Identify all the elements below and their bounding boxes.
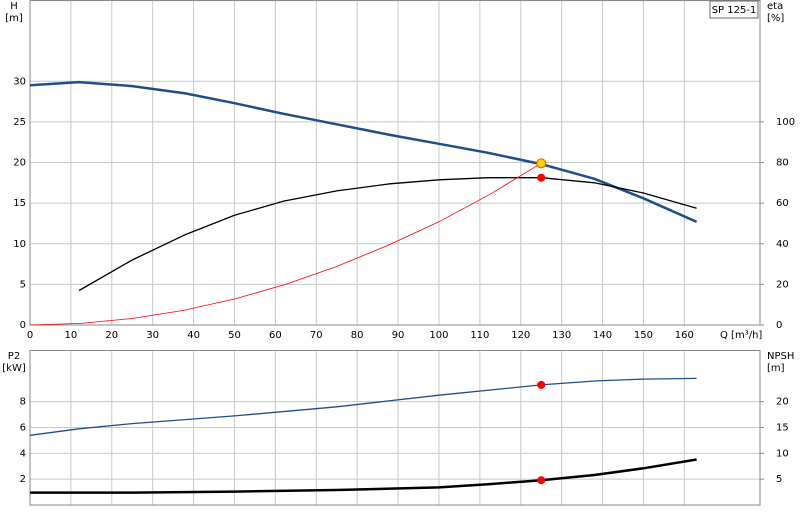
y-tick-label: 6 — [20, 423, 26, 434]
y2-axis-unit: [m] — [767, 363, 785, 374]
x-tick-label: 110 — [470, 330, 489, 341]
y2-tick-label: 5 — [776, 474, 782, 485]
y2-axis-unit: [%] — [767, 13, 784, 24]
y-tick-label: 4 — [20, 448, 26, 459]
y-tick-label: 25 — [13, 117, 26, 128]
x-tick-label: 140 — [593, 330, 612, 341]
curve — [29, 80, 698, 223]
label-box-text: SP 125-1 — [712, 5, 757, 16]
curve — [29, 162, 542, 326]
duty-point — [537, 380, 546, 389]
x-tick-label: 150 — [634, 330, 653, 341]
curve — [30, 458, 697, 494]
x-tick-label: 160 — [675, 330, 694, 341]
x-tick-label: 60 — [269, 330, 282, 341]
y2-tick-label: 0 — [776, 320, 782, 331]
y-tick-label: 5 — [20, 279, 26, 290]
x-tick-label: 90 — [392, 330, 405, 341]
curve — [78, 177, 697, 292]
duty-point — [537, 476, 546, 485]
y-tick-label: 8 — [20, 397, 26, 408]
x-tick-label: 80 — [351, 330, 364, 341]
y2-tick-label: 20 — [776, 397, 789, 408]
y2-tick-label: 15 — [776, 423, 789, 434]
x-tick-label: 50 — [228, 330, 241, 341]
x-tick-label: 30 — [146, 330, 159, 341]
x-tick-label: 20 — [105, 330, 118, 341]
y2-tick-label: 80 — [776, 158, 789, 169]
y-tick-label: 20 — [13, 158, 26, 169]
y-axis-title: P2 — [8, 351, 20, 362]
y-tick-label: 10 — [13, 239, 26, 250]
x-tick-label: 130 — [552, 330, 571, 341]
y-tick-label: 30 — [13, 76, 26, 87]
y-axis-unit: [m] — [5, 13, 23, 24]
y-tick-label: 0 — [20, 320, 26, 331]
plot-frame — [29, 350, 761, 506]
duty-point — [537, 173, 546, 182]
x-tick-label: 70 — [310, 330, 323, 341]
y-tick-label: 15 — [13, 198, 26, 209]
x-axis-title: Q [m³/h] — [720, 330, 762, 341]
y2-tick-label: 100 — [776, 117, 795, 128]
y2-tick-label: 10 — [776, 448, 789, 459]
y-tick-label: 2 — [20, 474, 26, 485]
y2-axis-title: NPSH — [767, 351, 794, 362]
x-tick-label: 10 — [65, 330, 78, 341]
curve — [29, 377, 697, 436]
x-tick-label: 0 — [27, 330, 33, 341]
y2-tick-label: 60 — [776, 198, 789, 209]
plot-frame — [29, 0, 761, 326]
y2-tick-label: 20 — [776, 279, 789, 290]
label-box — [709, 0, 759, 19]
y-axis-title: H — [10, 1, 18, 12]
duty-point — [536, 158, 547, 169]
x-tick-label: 100 — [429, 330, 448, 341]
x-tick-label: 120 — [511, 330, 530, 341]
y2-axis-title: eta — [767, 1, 783, 12]
y2-tick-label: 40 — [776, 239, 789, 250]
y-axis-unit: [kW] — [2, 363, 26, 374]
x-tick-label: 40 — [187, 330, 200, 341]
